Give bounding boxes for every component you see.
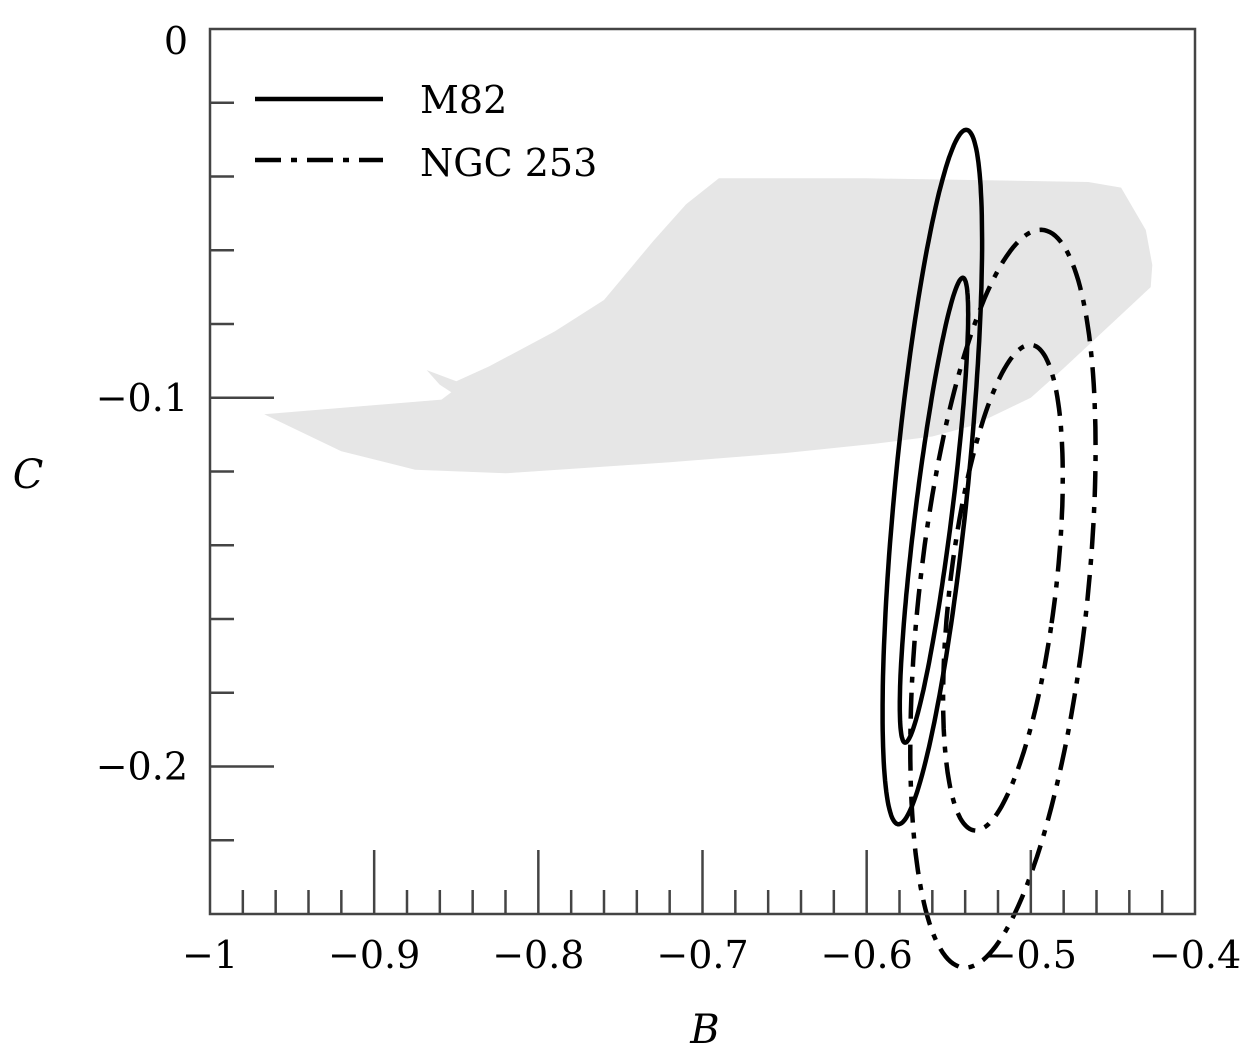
contour-m82-1 (897, 275, 971, 745)
x-tick-label: −0.9 (328, 933, 420, 977)
contour-ngc253-1 (940, 342, 1066, 833)
y-tick-label: −0.2 (96, 745, 188, 789)
y-axis-label: C (13, 452, 44, 498)
legend-label-ngc253: NGC 253 (420, 141, 597, 185)
y-tick-label: 0 (164, 19, 188, 63)
plot-frame (208, 27, 1197, 916)
x-tick-label: −0.6 (821, 933, 913, 977)
legend: M82 NGC 253 (255, 78, 597, 185)
x-tick-label: −0.7 (656, 933, 748, 977)
shaded-region (264, 178, 1153, 474)
legend-label-m82: M82 (420, 78, 507, 122)
x-tick-label: −1 (182, 933, 238, 977)
tick-labels-layer: −1 −0.9 −0.8 −0.7 −0.6 −0.5 −0.4 0 −0.1 −0.2 (96, 19, 1241, 977)
shaded-region-layer (264, 178, 1153, 474)
x-tick-label: −0.5 (985, 933, 1077, 977)
x-tick-label: −0.8 (492, 933, 584, 977)
x-tick-label: −0.4 (1149, 933, 1241, 977)
contour-m82-2 (880, 127, 985, 827)
contour-ngc253-2 (908, 227, 1098, 970)
y-tick-label: −0.1 (96, 376, 188, 420)
axes-layer (208, 27, 1197, 916)
ticks-layer (210, 101, 1164, 914)
x-axis-label: B (689, 1007, 719, 1048)
contours-layer (880, 127, 1098, 970)
